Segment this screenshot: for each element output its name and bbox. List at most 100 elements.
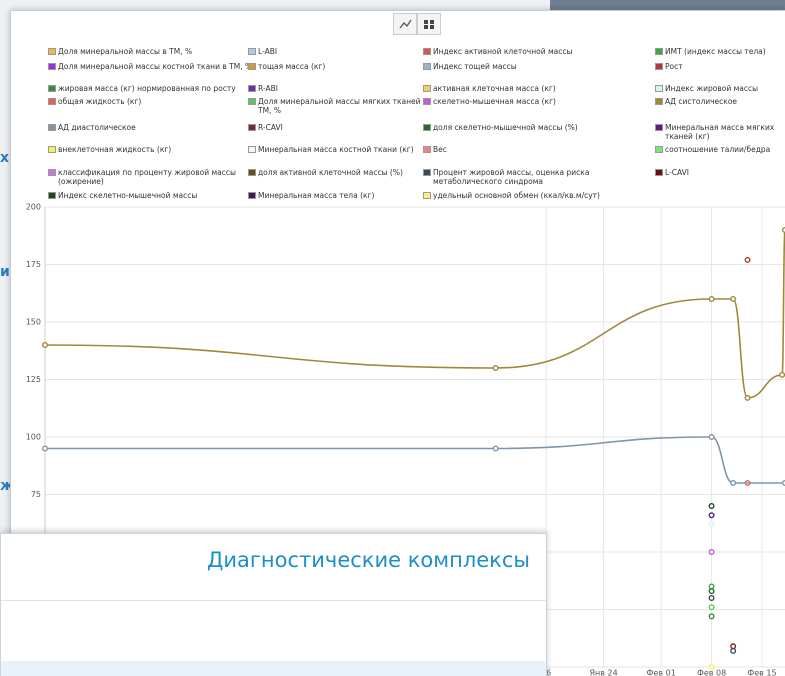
legend-swatch: [423, 146, 431, 153]
legend-swatch: [423, 85, 431, 92]
data-point: [42, 445, 49, 452]
data-point: [730, 296, 737, 303]
legend-swatch: [655, 169, 663, 176]
legend-swatch: [423, 192, 431, 199]
legend-item[interactable]: Индекс скелетно-мышечной массы: [48, 191, 253, 200]
legend-item[interactable]: Индекс активной клеточной массы: [423, 47, 658, 56]
legend-item[interactable]: Вес: [423, 145, 658, 154]
legend-label: R-CAVI: [258, 123, 283, 132]
legend-label: Индекс активной клеточной массы: [433, 47, 573, 56]
data-point: [708, 503, 715, 510]
legend-item[interactable]: L-ABI: [248, 47, 428, 56]
legend-swatch: [248, 98, 256, 105]
legend-item[interactable]: доля активной клеточной массы (%): [248, 168, 428, 177]
legend-item[interactable]: R-CAVI: [248, 123, 428, 132]
data-point: [708, 604, 715, 611]
data-point: [779, 371, 785, 378]
legend-swatch: [423, 169, 431, 176]
legend-label: жировая масса (кг) нормированная по рост…: [58, 84, 236, 93]
diagnostics-panel: Диагностические комплексы: [0, 533, 547, 676]
panel-title: Диагностические комплексы: [206, 548, 530, 572]
legend-label: общая жидкость (кг): [58, 97, 142, 106]
data-point: [730, 647, 737, 654]
legend-swatch: [48, 124, 56, 131]
legend-item[interactable]: Минеральная масса мягких тканей (кг): [655, 123, 785, 141]
legend-swatch: [423, 63, 431, 70]
legend-item[interactable]: Процент жировой массы, оценка риска мета…: [423, 168, 658, 186]
legend-label: внеклеточная жидкость (кг): [58, 145, 172, 154]
legend-label: Доля минеральной массы мягких тканей в Т…: [258, 97, 428, 115]
y-tick-label: 150: [26, 318, 41, 327]
x-tick-label: Фев 15: [747, 669, 776, 676]
legend-item[interactable]: Доля минеральной массы костной ткани в Т…: [48, 62, 253, 71]
data-point: [708, 512, 715, 519]
legend-item[interactable]: активная клеточная масса (кг): [423, 84, 658, 93]
legend-swatch: [423, 124, 431, 131]
legend-item[interactable]: АД систолическое: [655, 97, 785, 106]
legend-swatch: [423, 98, 431, 105]
legend-label: Доля минеральной массы костной ткани в Т…: [58, 62, 253, 71]
legend-swatch: [248, 192, 256, 199]
y-tick-label: 175: [26, 260, 41, 269]
legend-label: соотношение талии/бедра: [665, 145, 771, 154]
data-point: [782, 227, 785, 233]
legend-label: Индекс жировой массы: [665, 84, 759, 93]
legend-item[interactable]: удельный основной обмен (ккал/кв.м/сут): [423, 191, 658, 200]
legend-item[interactable]: классификация по проценту жировой массы …: [48, 168, 253, 186]
series-line: [44, 229, 785, 399]
legend-item[interactable]: жировая масса (кг) нормированная по рост…: [48, 84, 253, 93]
legend-item[interactable]: R-ABI: [248, 84, 428, 93]
legend-swatch: [248, 85, 256, 92]
data-point: [708, 521, 715, 528]
data-point: [492, 365, 499, 372]
line-view-button[interactable]: [393, 13, 417, 35]
legend-item[interactable]: L-CAVI: [655, 168, 785, 177]
legend-item[interactable]: Индекс жировой массы: [655, 84, 785, 93]
legend-item[interactable]: доля скелетно-мышечной массы (%): [423, 123, 658, 132]
legend-label: Индекс тощей массы: [433, 62, 517, 71]
data-point: [708, 588, 715, 595]
legend-item[interactable]: Доля минеральной массы мягких тканей в Т…: [248, 97, 428, 115]
panel-strip: [1, 661, 546, 676]
legend-label: ИМТ (индекс массы тела): [665, 47, 766, 56]
data-point: [744, 256, 751, 263]
legend-swatch: [423, 48, 431, 55]
legend-item[interactable]: Доля минеральной массы в ТМ, %: [48, 47, 253, 56]
legend-label: Вес: [433, 145, 447, 154]
legend-item[interactable]: Индекс тощей массы: [423, 62, 658, 71]
legend-item[interactable]: скелетно-мышечная масса (кг): [423, 97, 658, 106]
data-point: [744, 394, 751, 401]
legend-swatch: [248, 63, 256, 70]
legend-item[interactable]: тощая масса (кг): [248, 62, 428, 71]
y-tick-label: 125: [26, 375, 41, 384]
legend-label: Минеральная масса костной ткани (кг): [258, 145, 414, 154]
legend-item[interactable]: ИМТ (индекс массы тела): [655, 47, 785, 56]
legend-item[interactable]: внеклеточная жидкость (кг): [48, 145, 253, 154]
legend-item[interactable]: Минеральная масса тела (кг): [248, 191, 428, 200]
separator: [1, 600, 546, 601]
legend-swatch: [48, 192, 56, 199]
legend-item[interactable]: соотношение талии/бедра: [655, 145, 785, 154]
legend-item[interactable]: Рост: [655, 62, 785, 71]
data-point: [730, 480, 737, 487]
background-image: [550, 0, 785, 12]
legend-swatch: [655, 85, 663, 92]
legend-swatch: [48, 85, 56, 92]
data-point: [708, 664, 715, 671]
table-view-button[interactable]: [417, 13, 441, 35]
data-point: [708, 595, 715, 602]
legend-item[interactable]: Минеральная масса костной ткани (кг): [248, 145, 428, 154]
legend-swatch: [48, 146, 56, 153]
y-tick-label: 75: [31, 490, 41, 499]
legend-item[interactable]: АД диастолическое: [48, 123, 253, 132]
data-point: [782, 480, 785, 486]
legend-label: доля активной клеточной массы (%): [258, 168, 403, 177]
data-point: [708, 296, 715, 303]
legend-label: Рост: [665, 62, 683, 71]
legend-swatch: [655, 98, 663, 105]
legend-swatch: [248, 169, 256, 176]
legend-label: АД диастолическое: [58, 123, 136, 132]
y-tick-label: 200: [26, 203, 41, 212]
legend-item[interactable]: общая жидкость (кг): [48, 97, 253, 106]
